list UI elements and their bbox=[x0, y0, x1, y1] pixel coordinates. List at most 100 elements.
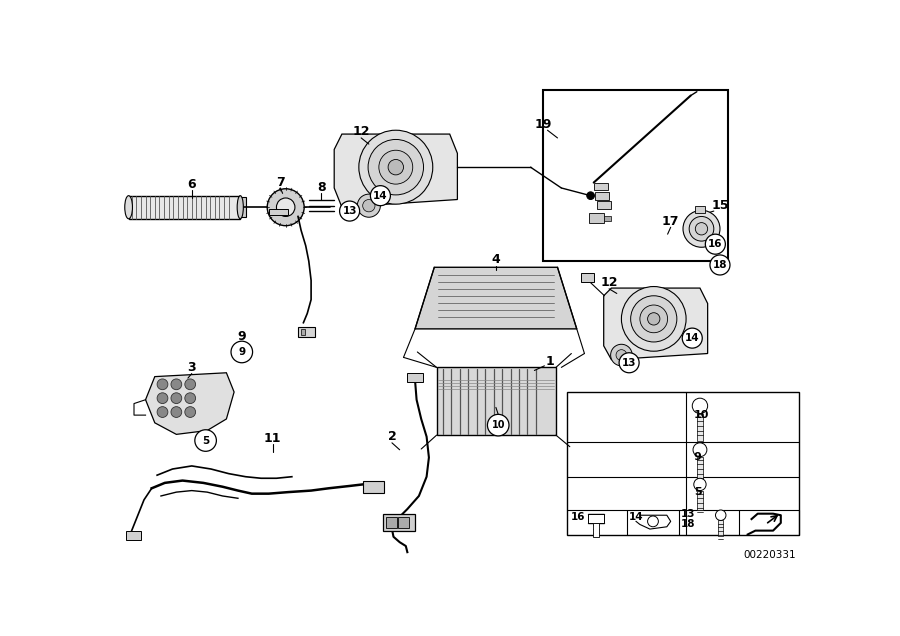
Circle shape bbox=[171, 393, 182, 404]
Circle shape bbox=[184, 406, 195, 417]
Text: 9: 9 bbox=[238, 330, 246, 343]
Text: 9: 9 bbox=[694, 452, 702, 462]
Circle shape bbox=[640, 305, 668, 333]
Circle shape bbox=[231, 341, 253, 363]
Circle shape bbox=[619, 353, 639, 373]
Circle shape bbox=[648, 313, 660, 325]
Circle shape bbox=[689, 216, 714, 241]
Bar bbox=[302, 329, 305, 335]
Circle shape bbox=[716, 510, 726, 520]
Circle shape bbox=[683, 211, 720, 247]
Bar bbox=[593, 523, 599, 537]
Circle shape bbox=[648, 516, 659, 527]
Circle shape bbox=[379, 150, 413, 184]
Bar bbox=[543, 90, 728, 261]
Text: 14: 14 bbox=[374, 191, 388, 201]
Text: 5: 5 bbox=[694, 487, 701, 497]
Ellipse shape bbox=[125, 196, 132, 219]
Circle shape bbox=[706, 234, 725, 254]
Text: 12: 12 bbox=[600, 276, 617, 289]
Text: 18: 18 bbox=[713, 260, 727, 270]
Bar bbox=[363, 481, 384, 493]
Bar bbox=[269, 209, 288, 215]
Text: 13: 13 bbox=[622, 358, 636, 368]
Bar bbox=[129, 196, 240, 219]
Circle shape bbox=[171, 379, 182, 390]
Text: 13: 13 bbox=[680, 509, 695, 519]
Circle shape bbox=[388, 160, 403, 175]
Text: 14: 14 bbox=[685, 333, 699, 343]
Text: 3: 3 bbox=[187, 361, 196, 374]
Polygon shape bbox=[334, 134, 457, 207]
Text: 7: 7 bbox=[276, 176, 284, 189]
Bar bbox=[697, 413, 703, 441]
Text: 15: 15 bbox=[711, 199, 729, 212]
Polygon shape bbox=[415, 267, 577, 329]
Bar bbox=[408, 373, 423, 382]
Text: 13: 13 bbox=[342, 206, 356, 216]
Circle shape bbox=[371, 186, 391, 205]
Bar bbox=[697, 490, 703, 510]
Polygon shape bbox=[604, 288, 707, 360]
Bar bbox=[580, 273, 595, 282]
Bar bbox=[696, 205, 705, 214]
Circle shape bbox=[158, 406, 168, 417]
Circle shape bbox=[610, 344, 632, 366]
Circle shape bbox=[692, 398, 707, 413]
Text: 9: 9 bbox=[238, 347, 246, 357]
Text: 10: 10 bbox=[694, 410, 709, 420]
Bar bbox=[567, 392, 799, 536]
Bar bbox=[298, 326, 315, 337]
Text: 4: 4 bbox=[491, 253, 500, 266]
Bar bbox=[594, 183, 608, 190]
Bar bbox=[125, 530, 141, 540]
Circle shape bbox=[631, 296, 677, 342]
Text: 8: 8 bbox=[317, 181, 326, 195]
Bar bbox=[595, 192, 609, 200]
Bar bbox=[590, 214, 605, 223]
Circle shape bbox=[694, 478, 706, 490]
Circle shape bbox=[488, 414, 509, 436]
Bar bbox=[382, 514, 415, 530]
Bar bbox=[398, 517, 409, 527]
Circle shape bbox=[357, 194, 381, 218]
Text: 2: 2 bbox=[388, 430, 396, 443]
Bar bbox=[697, 457, 703, 480]
Circle shape bbox=[368, 139, 424, 195]
Circle shape bbox=[587, 192, 595, 200]
Circle shape bbox=[616, 350, 626, 361]
Bar bbox=[240, 197, 247, 218]
Bar bbox=[597, 201, 610, 209]
Circle shape bbox=[696, 223, 707, 235]
Circle shape bbox=[194, 430, 216, 452]
Circle shape bbox=[359, 130, 433, 204]
Text: 11: 11 bbox=[264, 432, 282, 445]
Circle shape bbox=[693, 443, 706, 457]
Circle shape bbox=[184, 393, 195, 404]
Text: 6: 6 bbox=[187, 177, 196, 191]
Circle shape bbox=[682, 328, 702, 348]
Circle shape bbox=[158, 393, 168, 404]
Bar bbox=[718, 520, 724, 536]
Circle shape bbox=[339, 201, 360, 221]
Circle shape bbox=[363, 200, 375, 212]
Circle shape bbox=[171, 406, 182, 417]
Text: 16: 16 bbox=[708, 239, 723, 249]
Text: 1: 1 bbox=[545, 355, 554, 368]
Text: 12: 12 bbox=[353, 125, 370, 138]
Bar bbox=[589, 514, 604, 523]
Circle shape bbox=[276, 198, 295, 216]
Text: 17: 17 bbox=[662, 214, 680, 228]
Text: 16: 16 bbox=[571, 512, 585, 522]
Circle shape bbox=[621, 287, 686, 351]
Bar bbox=[386, 517, 397, 527]
Text: 00220331: 00220331 bbox=[743, 550, 796, 560]
Circle shape bbox=[184, 379, 195, 390]
Bar bbox=[605, 216, 610, 221]
Circle shape bbox=[710, 255, 730, 275]
Text: 10: 10 bbox=[491, 420, 505, 430]
Text: 14: 14 bbox=[628, 512, 643, 522]
Circle shape bbox=[158, 379, 168, 390]
Polygon shape bbox=[146, 373, 234, 434]
Text: 5: 5 bbox=[202, 436, 209, 446]
